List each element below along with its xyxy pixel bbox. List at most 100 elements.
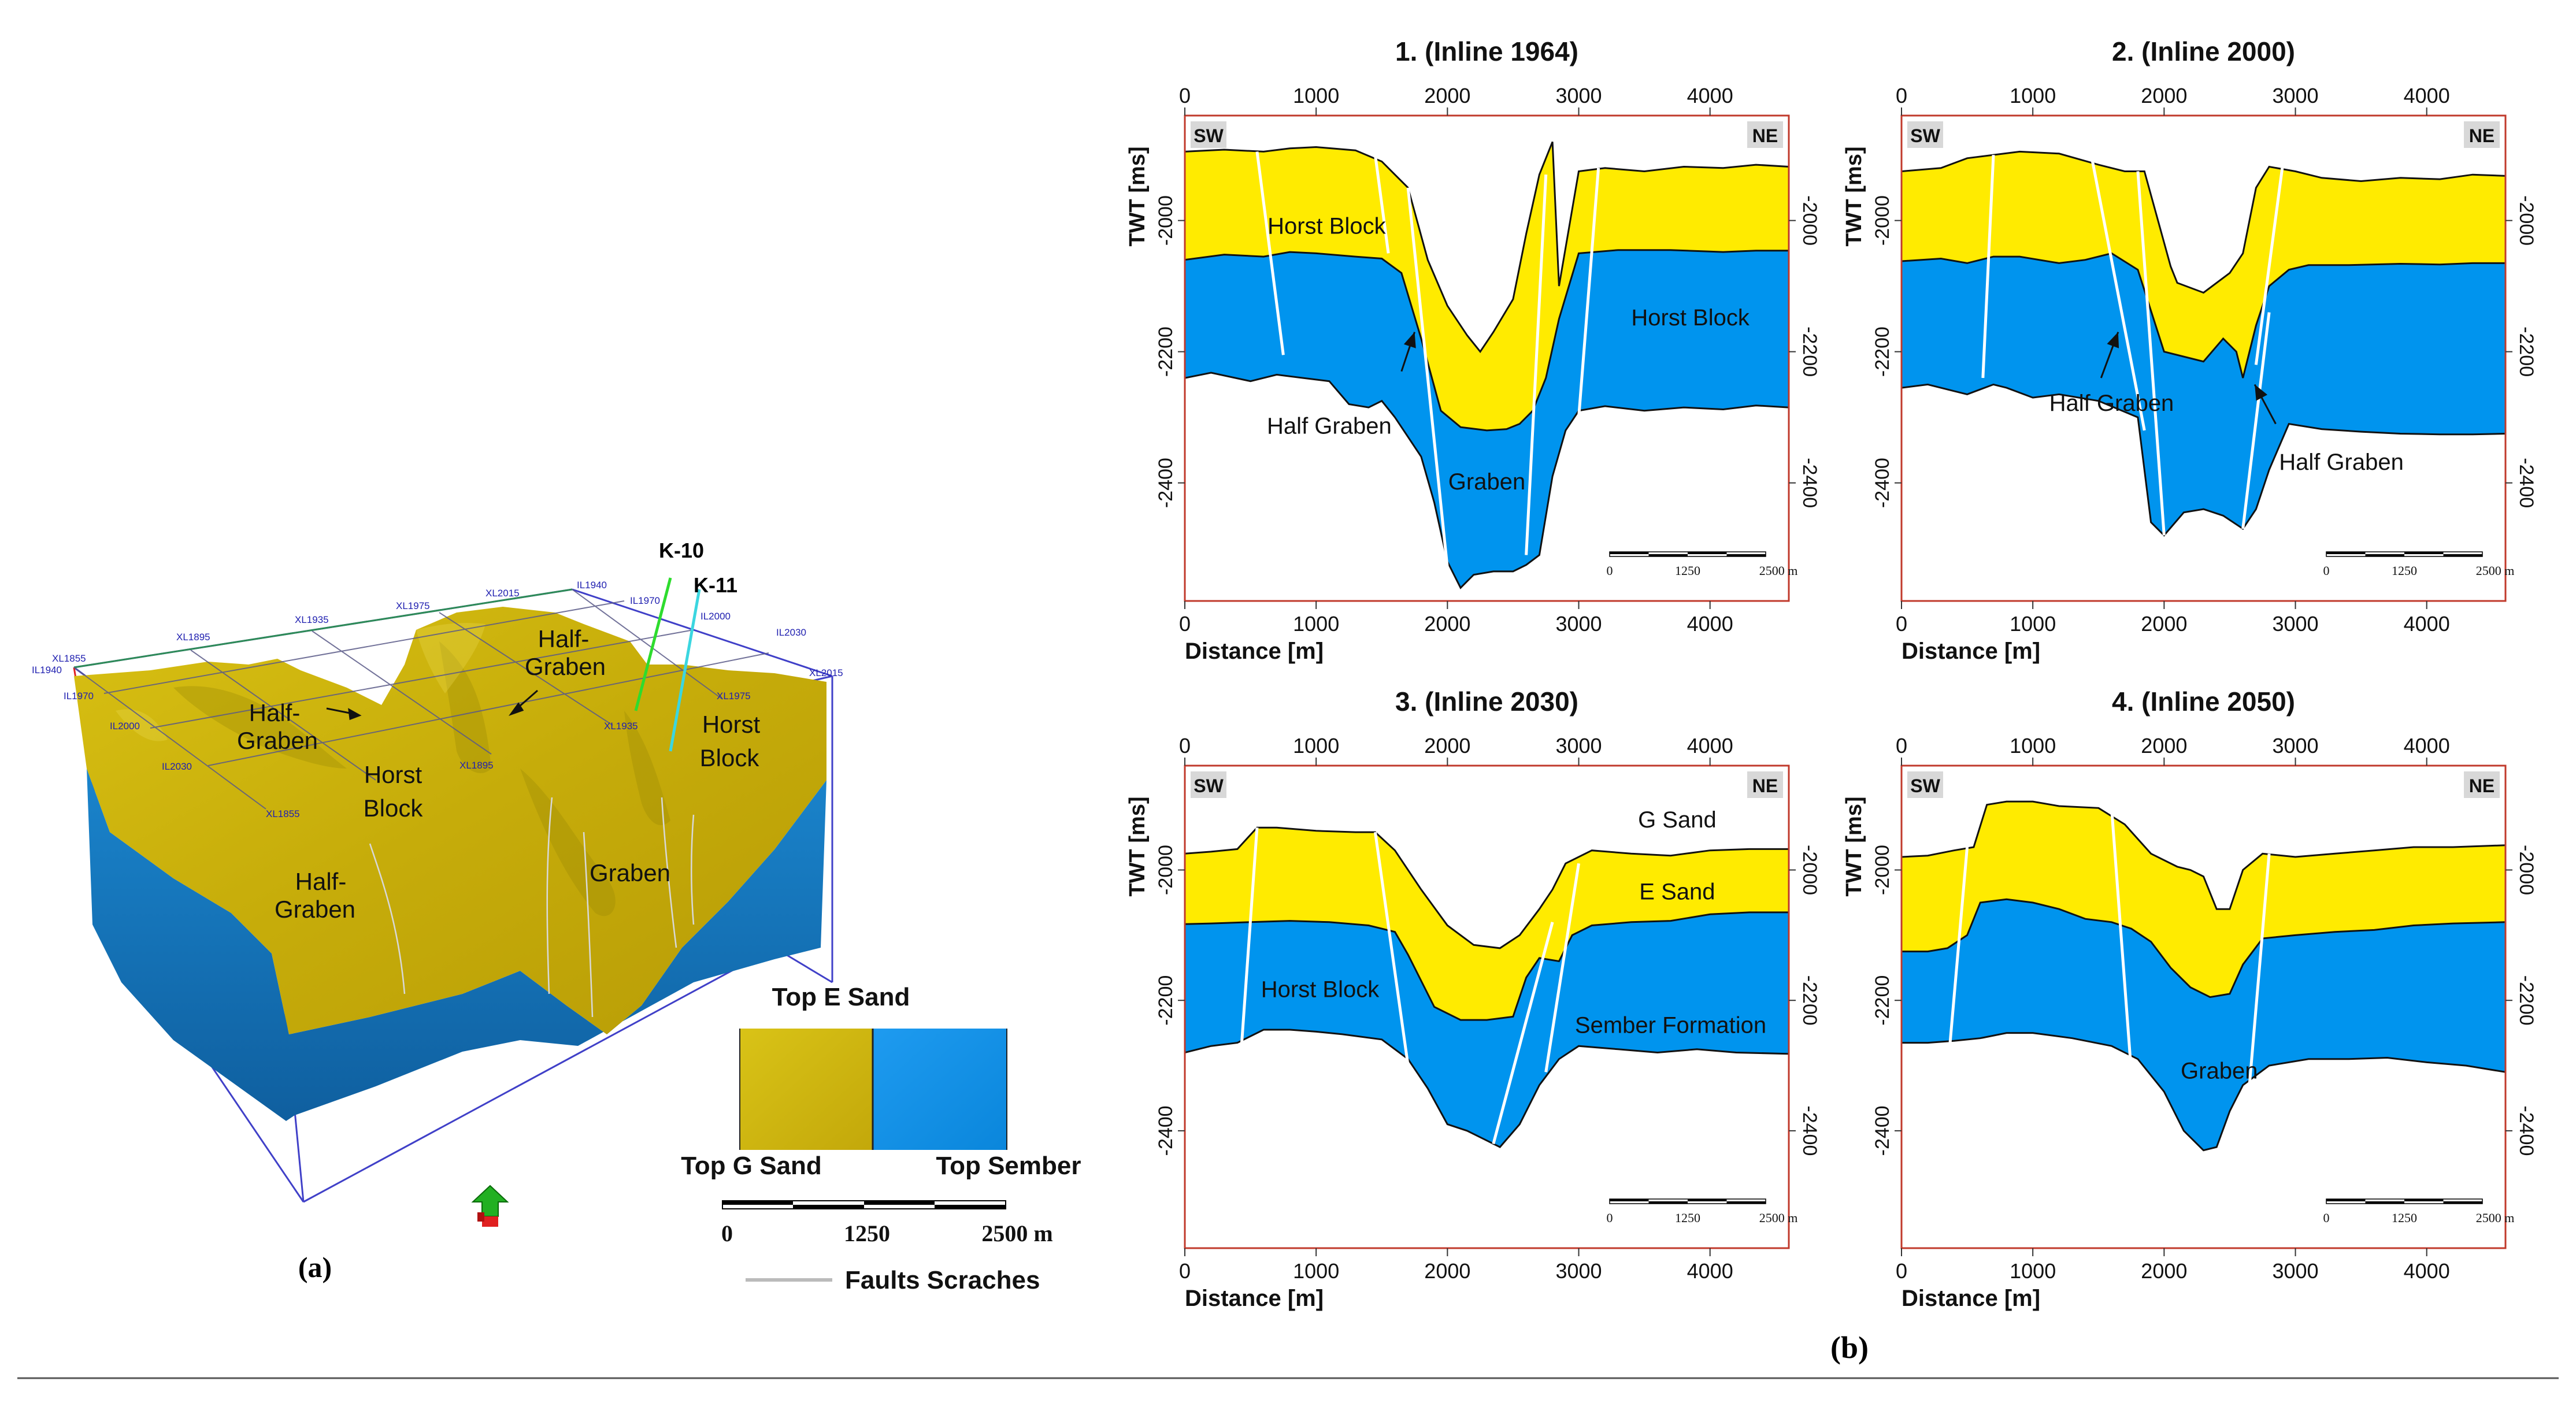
sember-layer-3d — [87, 769, 826, 1121]
x-tick-label-bottom: 1000 — [2010, 1259, 2056, 1283]
structure-labels-3d: Half-Graben Half-Graben Half-Graben Hors… — [237, 625, 761, 923]
fault-line-5 — [1577, 168, 1600, 418]
scale-bar-segment-1 — [1610, 552, 1649, 554]
half-graben-label-2-line-2: Graben — [525, 653, 606, 680]
scale-bar-segment-4 — [2443, 1201, 2482, 1204]
x-axis-label: Distance [m] — [1902, 1286, 2040, 1311]
section-frame — [1184, 764, 1790, 1249]
top-sember-horizon — [1185, 1029, 1789, 1148]
structure-label-1: Half Graben — [2049, 391, 2174, 416]
e-sand-band — [1902, 253, 2505, 536]
scale-bar-label-3: 2500 m — [2476, 1211, 2515, 1225]
sw-badge-bg — [1191, 121, 1226, 148]
x-tick-label-top: 0 — [1179, 84, 1191, 107]
fault-line-2 — [1373, 832, 1410, 1066]
y-axis-label: TWT [ms] — [1842, 796, 1866, 896]
grid-label-inner-xl1895: XL1895 — [459, 760, 494, 771]
g-sand-layer-3d — [74, 607, 826, 1034]
y-tick-label-right: -2200 — [2515, 975, 2537, 1026]
sw-badge-bg — [1191, 771, 1226, 798]
y-axis-label: TWT [ms] — [1842, 146, 1866, 246]
x-tick-label-top: 2000 — [2141, 84, 2187, 107]
ne-badge: NE — [1752, 125, 1778, 146]
x-tick-label-bottom: 3000 — [2272, 1259, 2318, 1283]
grid-label-il2000-left: IL2000 — [110, 721, 140, 732]
y-tick-label-left: -2200 — [1871, 975, 1893, 1026]
x-tick-label-top: 3000 — [1555, 84, 1602, 107]
fault-line-2 — [2110, 808, 2133, 1072]
scale-bar-segment-3 — [2404, 552, 2444, 554]
x-tick-label-top: 1000 — [2010, 734, 2056, 758]
y-tick-label-right: -2400 — [2515, 1105, 2537, 1156]
legend-top-e-sand: Top E Sand — [772, 983, 910, 1011]
scale-bar-segment-4 — [1726, 554, 1766, 556]
fault-line-4 — [1544, 863, 1580, 1072]
structure-label-4: Graben — [1448, 469, 1525, 495]
y-tick-label-right: -2200 — [2515, 326, 2537, 377]
y-tick-label-left: -2200 — [1155, 326, 1177, 377]
x-tick-label-bottom: 4000 — [1687, 1259, 1733, 1283]
x-tick-label-top: 4000 — [2404, 84, 2450, 107]
y-tick-label-left: -2400 — [1871, 458, 1893, 508]
grid-label-xl1895: XL1895 — [176, 632, 210, 643]
y-tick-label-right: -2400 — [1799, 1105, 1821, 1156]
fault-line-3 — [1492, 922, 1554, 1145]
horst-block-label-1-line-2: Block — [364, 795, 424, 822]
fault-scratches-3d — [369, 797, 695, 1018]
x-tick-label-top: 1000 — [1293, 84, 1339, 107]
y-tick-label-left: -2200 — [1871, 326, 1893, 377]
y-tick-label-right: -2400 — [1799, 458, 1821, 508]
x-tick-label-top: 3000 — [2272, 734, 2318, 758]
grid-label-il1940: IL1940 — [577, 580, 607, 591]
x-tick-label-top: 2000 — [2141, 734, 2187, 758]
fault-line-1 — [1240, 827, 1259, 1050]
grid-label-il2000: IL2000 — [700, 611, 731, 622]
x-tick-label-bottom: 2000 — [1424, 1259, 1470, 1283]
top-sember-horizon — [1185, 372, 1789, 589]
sw-badge-bg — [1907, 771, 1943, 798]
legend-top-sember: Top Sember — [936, 1152, 1081, 1180]
model-axis-green — [73, 588, 573, 669]
half-graben-label-1-line-2: Graben — [237, 727, 318, 754]
panel-a-3d-model: K-10 K-11 XL1855 IL1940 XL1895 XL1935 XL… — [32, 539, 1081, 1294]
y-tick-label-left: -2000 — [1871, 845, 1893, 895]
structure-label-2: Horst Block — [1631, 305, 1750, 331]
sw-badge-bg — [1907, 121, 1943, 148]
top-sember-horizon — [1902, 383, 2505, 537]
section-2: 2. (Inline 2000) 0 0 1000 1000 2000 2000 3000 30… — [1842, 36, 2537, 664]
x-tick-label-bottom: 0 — [1896, 612, 1907, 636]
x-tick-label-top: 2000 — [1424, 734, 1470, 758]
section-title: 1. (Inline 1964) — [1395, 36, 1578, 66]
y-tick-label-right: -2000 — [1799, 845, 1821, 895]
y-tick-label-left: -2400 — [1155, 458, 1177, 508]
top-e-sand-horizon — [1185, 249, 1789, 432]
y-tick-label-left: -2200 — [1155, 975, 1177, 1026]
section-frame — [1900, 764, 2507, 1249]
well-k11-label: K-11 — [694, 573, 737, 597]
scale-bar-segment-3 — [1688, 1199, 1727, 1201]
scale-bar-segment-1 — [2326, 552, 2366, 554]
half-graben-label-1: Half-Graben — [237, 699, 318, 754]
g-sand-band — [1902, 801, 2505, 997]
surface-legend: Top E Sand Top G Sand Top Sember 0 1250 … — [681, 983, 1081, 1294]
ne-badge-bg — [2464, 121, 2500, 148]
grid-label-xl2015: XL2015 — [485, 588, 520, 599]
x-tick-label-bottom: 4000 — [1687, 612, 1733, 636]
x-tick-label-bottom: 2000 — [1424, 612, 1470, 636]
half-graben-label-2-line-1: Half- — [538, 625, 590, 652]
scale-bar-label-2: 1250 — [2392, 563, 2417, 578]
horst-block-label-2-line-2: Block — [700, 744, 760, 771]
legend-swatch-sember — [873, 1029, 1007, 1150]
scale-bar-segment-2 — [1648, 1201, 1688, 1204]
top-g-sand-horizon — [1185, 141, 1789, 354]
sw-badge: SW — [1910, 775, 1940, 796]
legend-scale-1250: 1250 — [844, 1220, 890, 1246]
annotation-arrowhead-1 — [1403, 332, 1416, 348]
x-tick-label-bottom: 3000 — [2272, 612, 2318, 636]
sw-badge: SW — [1194, 775, 1224, 796]
grid-label-inner-xl1935: XL1935 — [604, 721, 638, 732]
half-graben-label-2: Half-Graben — [525, 625, 606, 680]
grid-label-xl2015-right: XL2015 — [809, 667, 843, 678]
horst-block-label-1-line-1: Horst — [364, 761, 422, 788]
